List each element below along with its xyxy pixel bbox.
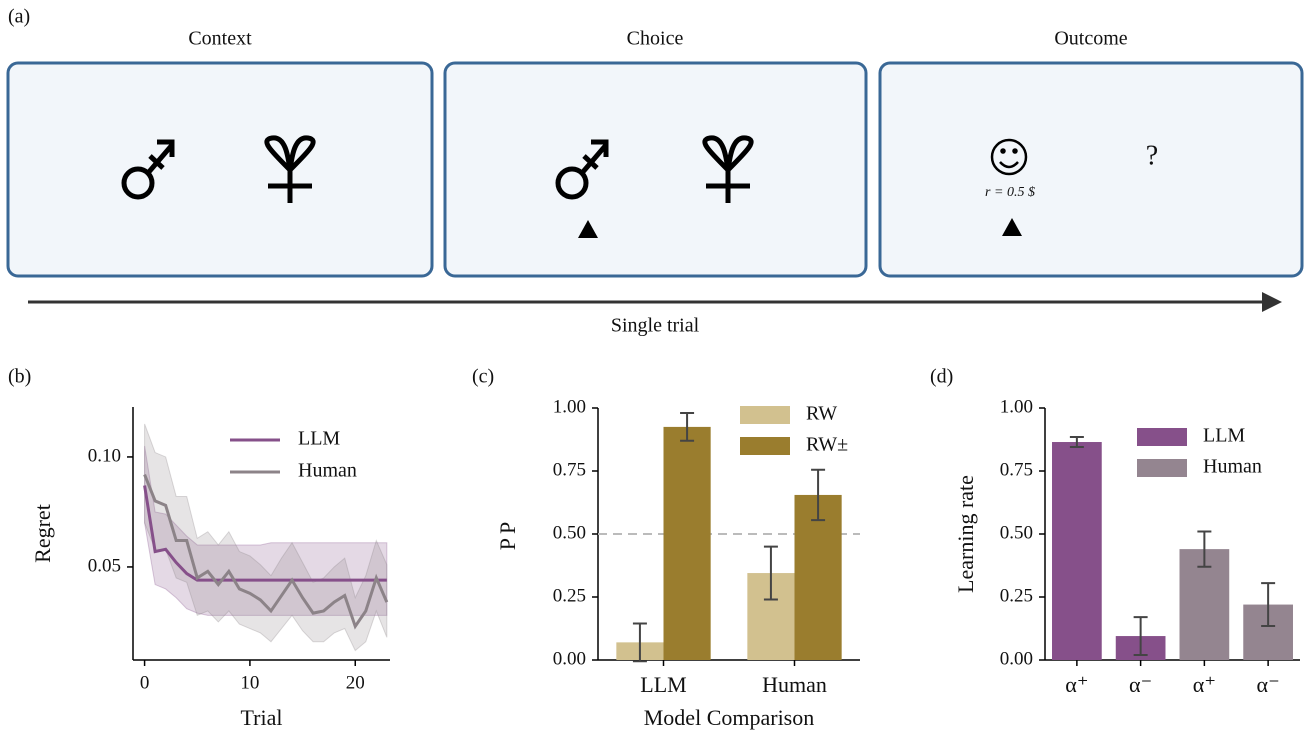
stage-box bbox=[878, 61, 1304, 278]
legend-label: Human bbox=[1203, 456, 1262, 478]
panel-label: (c) bbox=[472, 366, 494, 388]
smiley bbox=[990, 138, 1028, 176]
legend-swatch bbox=[740, 406, 790, 424]
error-bar bbox=[1133, 616, 1148, 656]
loop-symbol bbox=[264, 135, 316, 203]
loop-symbol bbox=[702, 135, 754, 203]
mars-symbol bbox=[555, 139, 609, 200]
legend-label: Human bbox=[298, 460, 357, 482]
y-tick-label: 1.00 bbox=[1000, 396, 1033, 417]
legend-swatch bbox=[740, 437, 790, 455]
y-tick-label: 0.50 bbox=[553, 522, 586, 543]
x-tick-label: 20 bbox=[346, 672, 365, 693]
x-tick-label: α⁻ bbox=[1257, 672, 1280, 697]
confidence-band bbox=[144, 423, 388, 652]
symbols bbox=[121, 135, 1028, 203]
legend-label: LLM bbox=[298, 428, 340, 450]
stage-box bbox=[443, 61, 868, 278]
panel-label: (b) bbox=[8, 366, 31, 388]
y-tick-label: 0.00 bbox=[1000, 648, 1033, 669]
stage-title: Outcome bbox=[1054, 28, 1127, 50]
y-tick-label: 0.25 bbox=[1000, 585, 1033, 606]
stage-box bbox=[6, 61, 434, 278]
error-bar bbox=[632, 622, 647, 663]
reward-label: r = 0.5 $ bbox=[985, 185, 1035, 200]
stage-title: Choice bbox=[627, 28, 684, 50]
y-tick-label: 0.00 bbox=[553, 648, 586, 669]
y-tick-label: 0.25 bbox=[553, 585, 586, 606]
error-bar bbox=[680, 412, 695, 442]
x-axis-label: Trial bbox=[241, 705, 283, 730]
legend-swatch bbox=[1137, 459, 1187, 477]
x-axis-label: Model Comparison bbox=[644, 705, 815, 730]
arrow-head bbox=[1262, 292, 1282, 312]
unknown-outcome: ? bbox=[1146, 140, 1158, 171]
y-tick-label: 0.10 bbox=[88, 445, 121, 466]
bar bbox=[1052, 442, 1102, 660]
x-tick-label: 10 bbox=[240, 672, 259, 693]
y-tick-label: 0.75 bbox=[1000, 459, 1033, 480]
choice-marker bbox=[1002, 218, 1022, 236]
y-tick-label: 0.05 bbox=[88, 555, 121, 576]
error-bar bbox=[1069, 435, 1084, 449]
stage-boxes bbox=[6, 61, 1304, 278]
error-bar bbox=[811, 468, 826, 522]
y-tick-label: 0.50 bbox=[1000, 522, 1033, 543]
line bbox=[143, 473, 389, 630]
y-axis-label: Learning rate bbox=[953, 475, 978, 593]
legend-label: RW± bbox=[806, 434, 848, 456]
error-bar bbox=[763, 545, 778, 601]
bar bbox=[794, 494, 842, 660]
line bbox=[143, 485, 387, 582]
error-bar bbox=[1261, 582, 1276, 627]
bar bbox=[663, 426, 711, 660]
time-label: Single trial bbox=[611, 315, 700, 337]
legend-swatch bbox=[1137, 428, 1187, 446]
legend-label: RW bbox=[806, 403, 837, 425]
y-tick-label: 1.00 bbox=[553, 396, 586, 417]
x-tick-label: α⁻ bbox=[1129, 672, 1152, 697]
y-tick-label: 0.75 bbox=[553, 459, 586, 480]
stage-title: Context bbox=[188, 28, 252, 50]
x-tick-label: Human bbox=[762, 672, 827, 697]
error-bar bbox=[1197, 530, 1212, 568]
panel-label: (d) bbox=[930, 366, 953, 388]
y-axis-label: PP bbox=[495, 518, 520, 550]
y-axis-label: Regret bbox=[30, 504, 55, 563]
legend-label: LLM bbox=[1203, 425, 1245, 447]
choice-marker bbox=[578, 220, 598, 238]
x-tick-label: 0 bbox=[140, 672, 150, 693]
x-tick-label: α⁺ bbox=[1065, 672, 1088, 697]
mars-symbol bbox=[121, 139, 175, 200]
panel-label: (a) bbox=[8, 6, 30, 28]
x-tick-label: α⁺ bbox=[1193, 672, 1216, 697]
x-tick-label: LLM bbox=[640, 672, 686, 697]
